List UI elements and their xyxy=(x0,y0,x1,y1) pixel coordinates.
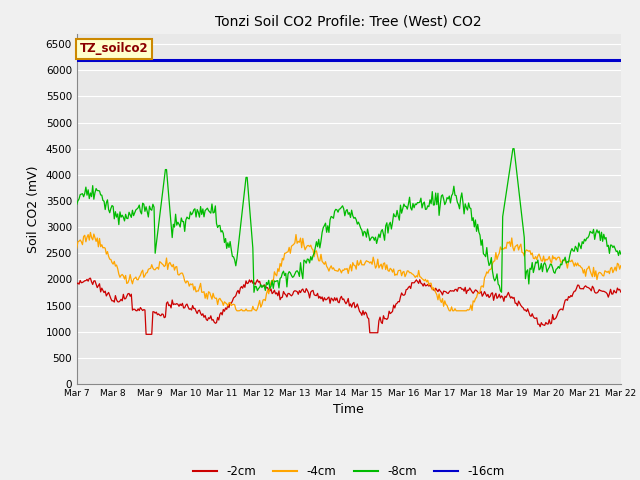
X-axis label: Time: Time xyxy=(333,403,364,417)
Y-axis label: Soil CO2 (mV): Soil CO2 (mV) xyxy=(27,165,40,252)
Title: Tonzi Soil CO2 Profile: Tree (West) CO2: Tonzi Soil CO2 Profile: Tree (West) CO2 xyxy=(216,14,482,28)
Legend: -2cm, -4cm, -8cm, -16cm: -2cm, -4cm, -8cm, -16cm xyxy=(188,461,509,480)
Text: TZ_soilco2: TZ_soilco2 xyxy=(79,42,148,55)
